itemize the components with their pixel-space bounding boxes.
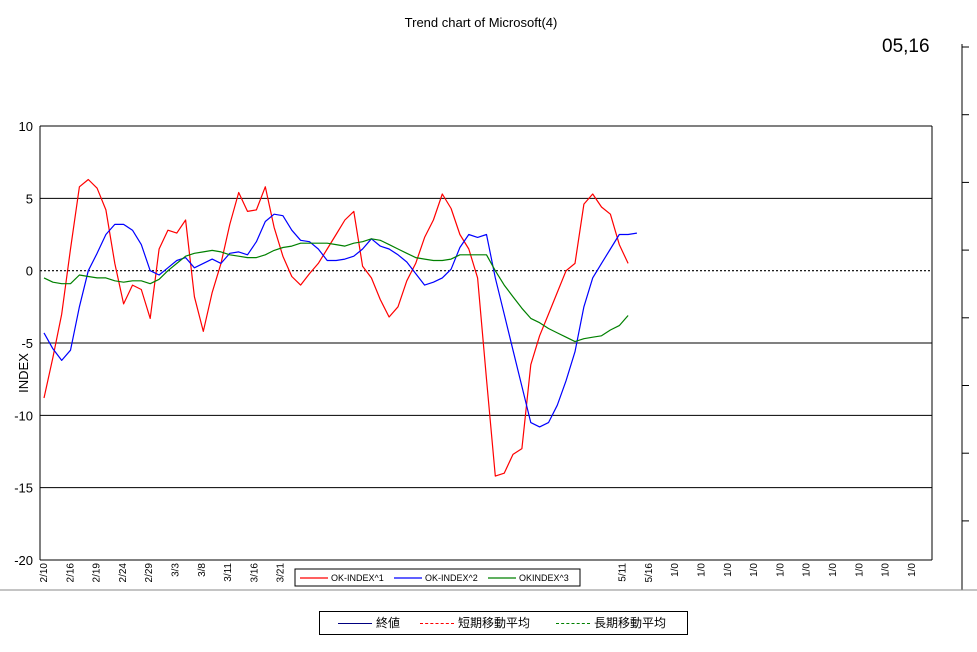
x-tick-label: 2/19 xyxy=(92,563,103,583)
x-tick-label: 2/24 xyxy=(118,563,129,583)
legend-item-close: 終値 xyxy=(338,612,400,634)
date-label: 05,16 xyxy=(882,36,930,57)
x-tick-label: 1/0 xyxy=(828,563,839,577)
inner-legend: OK-INDEX^1 OK-INDEX^2 OKINDEX^3 xyxy=(294,568,581,587)
legend-swatch xyxy=(556,623,590,625)
series-line xyxy=(43,213,637,428)
legend-label: OKINDEX^3 xyxy=(519,573,569,583)
y-tick-label: -10 xyxy=(14,408,33,423)
x-tick-label: 5/11 xyxy=(618,563,629,582)
tick-labels: 10 5 0 -5 -10 -15 -20 INDEX 2/10 2/16 2/19 2/24 2/29… xyxy=(14,119,918,582)
x-tick-label: 2/16 xyxy=(65,563,76,583)
y-tick-label: 10 xyxy=(19,119,33,134)
x-tick-label: 2/29 xyxy=(144,563,155,583)
gridlines xyxy=(40,125,932,489)
legend-label: 短期移動平均 xyxy=(458,616,531,630)
x-tick-label: 1/0 xyxy=(749,563,760,577)
y-axis-label: INDEX xyxy=(16,353,31,393)
series-line xyxy=(43,238,629,343)
series-line xyxy=(43,178,629,477)
x-tick-label: 3/3 xyxy=(171,563,182,577)
x-tick-label: 3/11 xyxy=(223,563,234,582)
x-tick-label: 1/0 xyxy=(670,563,681,577)
legend-swatch xyxy=(420,623,454,625)
legend-swatch xyxy=(338,623,372,625)
y-tick-label: 5 xyxy=(26,191,33,206)
legend-item-long-ma: 長期移動平均 xyxy=(556,612,666,634)
x-tick-label: 1/0 xyxy=(854,563,865,577)
x-tick-label: 5/16 xyxy=(644,563,655,583)
legend-label: 長期移動平均 xyxy=(594,616,667,630)
x-tick-label: 1/0 xyxy=(775,563,786,577)
x-tick-label: 1/0 xyxy=(907,563,918,577)
x-tick-label: 1/0 xyxy=(802,563,813,577)
x-tick-label: 3/8 xyxy=(197,563,208,577)
x-tick-label: 3/21 xyxy=(276,563,287,583)
legend-item-short-ma: 短期移動平均 xyxy=(420,612,530,634)
y-tick-label: -20 xyxy=(14,553,33,568)
y-tick-label: -15 xyxy=(14,481,33,496)
legend-label: OK-INDEX^2 xyxy=(425,573,478,583)
x-tick-label: 3/16 xyxy=(249,563,260,583)
x-tick-label: 2/10 xyxy=(39,563,50,583)
x-tick-label: 1/0 xyxy=(881,563,892,577)
y-tick-label: -5 xyxy=(21,336,33,351)
line-chart: 10 5 0 -5 -10 -15 -20 INDEX 2/10 2/16 2/19 2/24 2/29… xyxy=(0,44,977,591)
chart-title: Trend chart of Microsoft(4) xyxy=(404,15,558,30)
legend-label: OK-INDEX^1 xyxy=(331,573,384,583)
series-lines xyxy=(43,178,637,477)
bottom-legend: 終値 短期移動平均 長期移動平均 xyxy=(319,611,688,635)
x-tick-label: 1/0 xyxy=(723,563,734,577)
axes xyxy=(0,44,977,591)
inner-legend-box xyxy=(294,568,581,587)
legend-label: 終値 xyxy=(376,616,401,630)
x-tick-label: 1/0 xyxy=(697,563,708,577)
y-tick-label: 0 xyxy=(26,264,33,279)
